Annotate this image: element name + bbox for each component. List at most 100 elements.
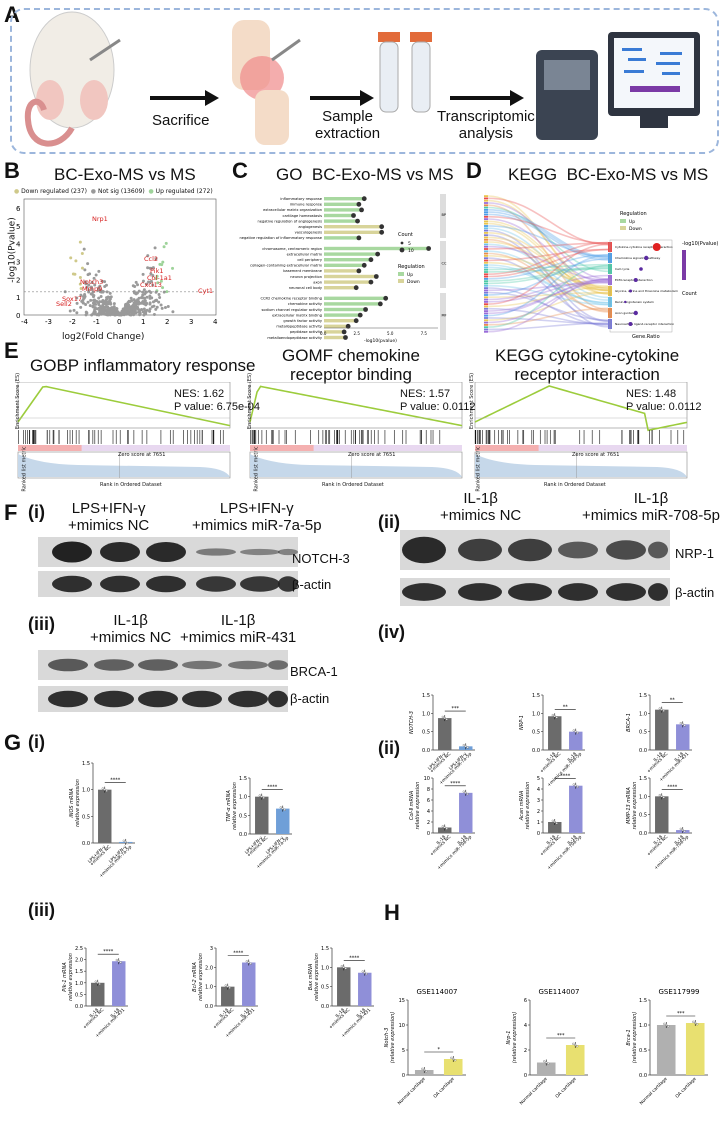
gsea-rank-bar bbox=[475, 445, 687, 451]
bar-point bbox=[258, 794, 261, 797]
blot-band bbox=[268, 690, 288, 708]
volcano-point bbox=[163, 305, 167, 309]
bar-tick-label: 6 bbox=[524, 998, 527, 1004]
volcano-point bbox=[154, 307, 158, 311]
kegg-gene-mark bbox=[484, 310, 488, 312]
bar-point bbox=[555, 822, 558, 825]
bar-y-label: Pik-1 mRNA bbox=[62, 962, 68, 992]
gsea-p-1: P value: 6.75e-04 bbox=[174, 401, 261, 413]
bar-y-label: relative expression bbox=[632, 782, 638, 830]
bar-point bbox=[696, 1023, 699, 1026]
kegg-gene-mark bbox=[484, 298, 488, 301]
volcano-point bbox=[101, 298, 105, 302]
arrow-1 bbox=[150, 90, 219, 106]
bar-point bbox=[283, 808, 286, 811]
volcano-xtick: 3 bbox=[189, 318, 193, 326]
volcano-xtick: 1 bbox=[141, 318, 145, 326]
bar bbox=[565, 1045, 585, 1075]
panel-g-label: G bbox=[4, 730, 22, 755]
f-iii-target: BRCA-1 bbox=[290, 664, 338, 679]
bar-point bbox=[576, 731, 579, 734]
bar-point bbox=[245, 960, 248, 963]
knee-figure bbox=[232, 20, 301, 145]
gsea-p-3: P value: 0.0112 bbox=[626, 401, 702, 413]
kegg-flow bbox=[487, 245, 609, 281]
bar-tick-label: 1.5 bbox=[82, 761, 90, 767]
bar-point bbox=[365, 972, 368, 975]
go-term-label: extracellular matrix organization bbox=[263, 208, 322, 212]
gsea-nes-3: NES: 1.48 bbox=[626, 388, 677, 400]
kegg-flow bbox=[487, 284, 609, 306]
blot-band bbox=[508, 538, 552, 562]
bar-point bbox=[421, 1067, 424, 1070]
volcano-point bbox=[136, 283, 140, 287]
bar-chart-H-1: 0 5 10 15 Normal cartilage OA cartilage * Notch… bbox=[384, 988, 466, 1106]
bar-point bbox=[681, 829, 684, 832]
blot-band bbox=[100, 575, 140, 593]
bar-point bbox=[441, 825, 444, 828]
go-dot bbox=[375, 251, 381, 257]
bar bbox=[91, 982, 105, 1006]
kegg-gene-mark bbox=[484, 296, 488, 299]
kegg-flow bbox=[487, 322, 609, 331]
bar-point bbox=[466, 746, 469, 749]
bar-point bbox=[119, 961, 122, 964]
kegg-gene-mark bbox=[484, 275, 488, 278]
blot-band bbox=[196, 548, 236, 556]
bar-point bbox=[694, 1021, 697, 1025]
kegg-gene-mark bbox=[484, 317, 488, 319]
kegg-flow bbox=[487, 243, 609, 301]
volcano-point bbox=[162, 290, 166, 294]
kegg-legend-down-swatch bbox=[620, 226, 626, 230]
f-i-ctrl-label: LPS+IFN-γ +mimics NC bbox=[68, 500, 150, 534]
kegg-gene-mark bbox=[484, 202, 488, 204]
bar-point bbox=[423, 1068, 426, 1072]
bar-point bbox=[279, 806, 282, 809]
kegg-dot bbox=[628, 322, 633, 326]
go-term-label: axon bbox=[313, 280, 322, 284]
bar bbox=[536, 1062, 556, 1075]
volcano-point bbox=[100, 279, 104, 283]
bar-category-label: Normal cartilage bbox=[519, 1076, 549, 1106]
kegg-xlabel: Gene.Ratio bbox=[632, 334, 660, 340]
bar-y-label: relative expression bbox=[525, 782, 531, 830]
volcano-point bbox=[89, 298, 93, 302]
go-term-label: immune response bbox=[290, 203, 323, 207]
blot-band bbox=[146, 542, 186, 562]
kegg-flow bbox=[487, 248, 609, 278]
kegg-dot bbox=[639, 267, 643, 271]
volcano-point bbox=[110, 306, 114, 310]
gsea-metric-area bbox=[475, 454, 687, 477]
kegg-flow bbox=[487, 280, 609, 324]
bar-point bbox=[425, 1070, 428, 1073]
volcano-point bbox=[119, 313, 123, 317]
kegg-flow bbox=[487, 220, 609, 291]
go-legend-up: Up bbox=[407, 272, 413, 278]
kegg-flow bbox=[487, 211, 609, 259]
volcano-point bbox=[114, 311, 118, 315]
kegg-pathway-label: Chemokine signaling pathway bbox=[615, 256, 660, 260]
kegg-dot bbox=[652, 243, 661, 251]
panel-d-label: D bbox=[466, 158, 482, 183]
bar bbox=[676, 724, 690, 750]
go-term-label: neuronal cell body bbox=[289, 286, 323, 290]
kegg-gene-mark bbox=[484, 291, 488, 294]
blot-band bbox=[402, 536, 446, 564]
bar-sig-label: **** bbox=[560, 774, 571, 780]
f-iii-ctrl-label: IL-1β +mimics NC bbox=[90, 612, 172, 646]
go-term-label: peptidase activity bbox=[290, 330, 323, 334]
bar-tick-label: 3 bbox=[210, 946, 213, 952]
volcano-point bbox=[84, 310, 88, 314]
kegg-gene-mark bbox=[484, 264, 488, 266]
bar-point bbox=[466, 792, 469, 796]
go-xtick: 5.0 bbox=[387, 331, 394, 336]
kegg-gene-mark bbox=[484, 314, 488, 317]
volcano-point bbox=[104, 302, 108, 306]
volcano-point bbox=[151, 283, 155, 287]
kegg-flow bbox=[487, 263, 609, 271]
volcano-point bbox=[82, 247, 86, 251]
kegg-gene-mark bbox=[484, 289, 488, 292]
kegg-gene-mark bbox=[484, 287, 488, 289]
